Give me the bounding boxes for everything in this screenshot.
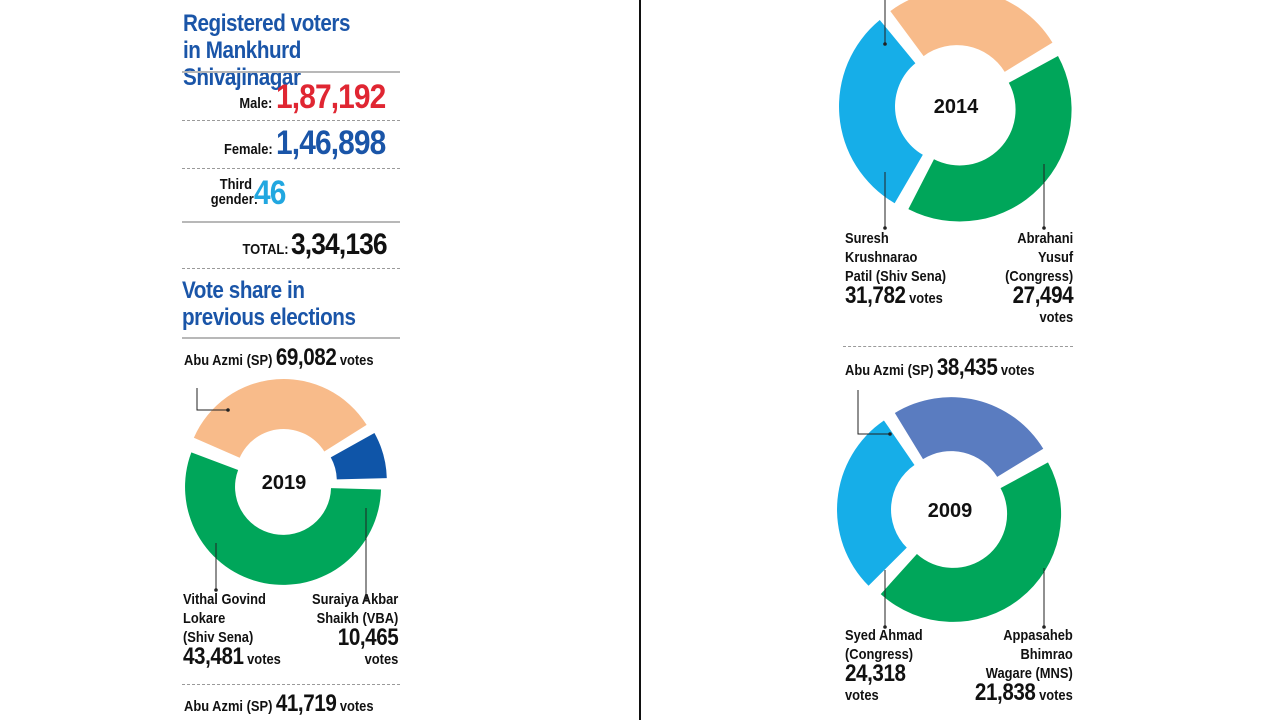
c2014-cong-label: Abrahani Yusuf (Congress) 27,494 votes: [1004, 230, 1074, 326]
male-value: 1,87,192: [275, 78, 386, 116]
c2014-sp-label: Abu Azmi (SP) 41,719 votes: [184, 690, 374, 717]
c2014-sp-votes: 41,719: [275, 690, 337, 717]
donut-slice-2009-2: [837, 420, 915, 586]
c2009-cong-votes: 24,318: [845, 660, 906, 687]
row-divider: [182, 268, 400, 269]
donut-slice-2014-1: [908, 56, 1072, 222]
third-gender-value: 46: [254, 174, 286, 212]
c2014-ss-label: Suresh Krushnarao Patil (Shiv Sena) 31,7…: [845, 230, 947, 309]
donut-slice-2019-3: [330, 432, 387, 480]
c2019-ss-label: Vithal Govind Lokare (Shiv Sena) 43,481 …: [183, 591, 281, 670]
c2019-sp-votes: 69,082: [275, 344, 337, 371]
c2019-vba-votes: 10,465: [337, 624, 398, 651]
c2009-cong-label: Syed Ahmad (Congress) 24,318 votes: [845, 627, 923, 704]
donut-center-year-2014: 2014: [934, 96, 979, 118]
male-row: Male: 1,87,192: [234, 78, 400, 117]
donut-slice-2019-2: [193, 379, 367, 458]
section-title: Vote share in previous elections: [182, 277, 356, 331]
c2019-vba-label: Suraiya Akbar Shaikh (VBA) 10,465 votes: [311, 591, 399, 668]
row-divider: [182, 221, 400, 223]
c2014-cong-votes: 27,494: [1012, 282, 1073, 309]
c2019-sp-label: Abu Azmi (SP) 69,082 votes: [184, 344, 374, 371]
leader-dot-2014-3: [1042, 226, 1046, 230]
row-divider: [843, 346, 1073, 347]
total-label: TOTAL:: [242, 241, 289, 258]
donut-slice-2009-3: [894, 397, 1044, 477]
total-row: TOTAL: 3,34,136: [235, 228, 400, 262]
c2009-sp-votes: 38,435: [936, 354, 998, 381]
female-row: Female: 1,46,898: [216, 124, 400, 163]
page-title: Registered voters in Mankhurd Shivajinag…: [183, 10, 351, 91]
leader-dot-2019-1: [226, 408, 230, 412]
donut-slice-2014-2: [839, 19, 923, 204]
female-label: Female:: [223, 141, 273, 158]
leader-dot-2009-2: [883, 625, 887, 629]
leader-line-2019-1: [196, 388, 228, 411]
donut-center-year-2009: 2009: [928, 500, 973, 522]
female-value: 1,46,898: [275, 124, 386, 162]
donut-slice-2009-1: [880, 462, 1062, 622]
donut-center-year-2019: 2019: [262, 472, 307, 494]
leader-dot-2014-2: [883, 226, 887, 230]
c2009-sp-label: Abu Azmi (SP) 38,435 votes: [845, 354, 1035, 381]
c2019-ss-votes: 43,481: [183, 643, 244, 670]
male-label: Male:: [239, 95, 273, 112]
leader-dot-2019-3: [364, 596, 368, 600]
donut-slice-2014-3: [890, 0, 1053, 72]
third-gender-label: Third gender:: [210, 176, 259, 208]
section-rule: [182, 337, 400, 339]
third-gender-row: 46: [254, 174, 290, 213]
leader-dot-2019-2: [214, 588, 218, 592]
leader-line-2009-1: [857, 390, 890, 435]
column-divider: [639, 0, 641, 720]
row-divider: [182, 120, 400, 121]
leader-dot-2014-1: [883, 42, 887, 46]
title-rule: [182, 71, 400, 73]
c2009-mns-votes: 21,838: [975, 679, 1036, 706]
donut-slice-2019-1: [185, 452, 382, 585]
total-value: 3,34,136: [291, 228, 388, 261]
row-divider: [182, 684, 400, 685]
leader-dot-2009-3: [1042, 625, 1046, 629]
leader-dot-2009-1: [888, 432, 892, 436]
row-divider: [182, 168, 400, 169]
c2014-ss-votes: 31,782: [845, 282, 906, 309]
c2009-mns-label: Appasaheb Bhimrao Wagare (MNS) 21,838 vo…: [975, 627, 1073, 706]
